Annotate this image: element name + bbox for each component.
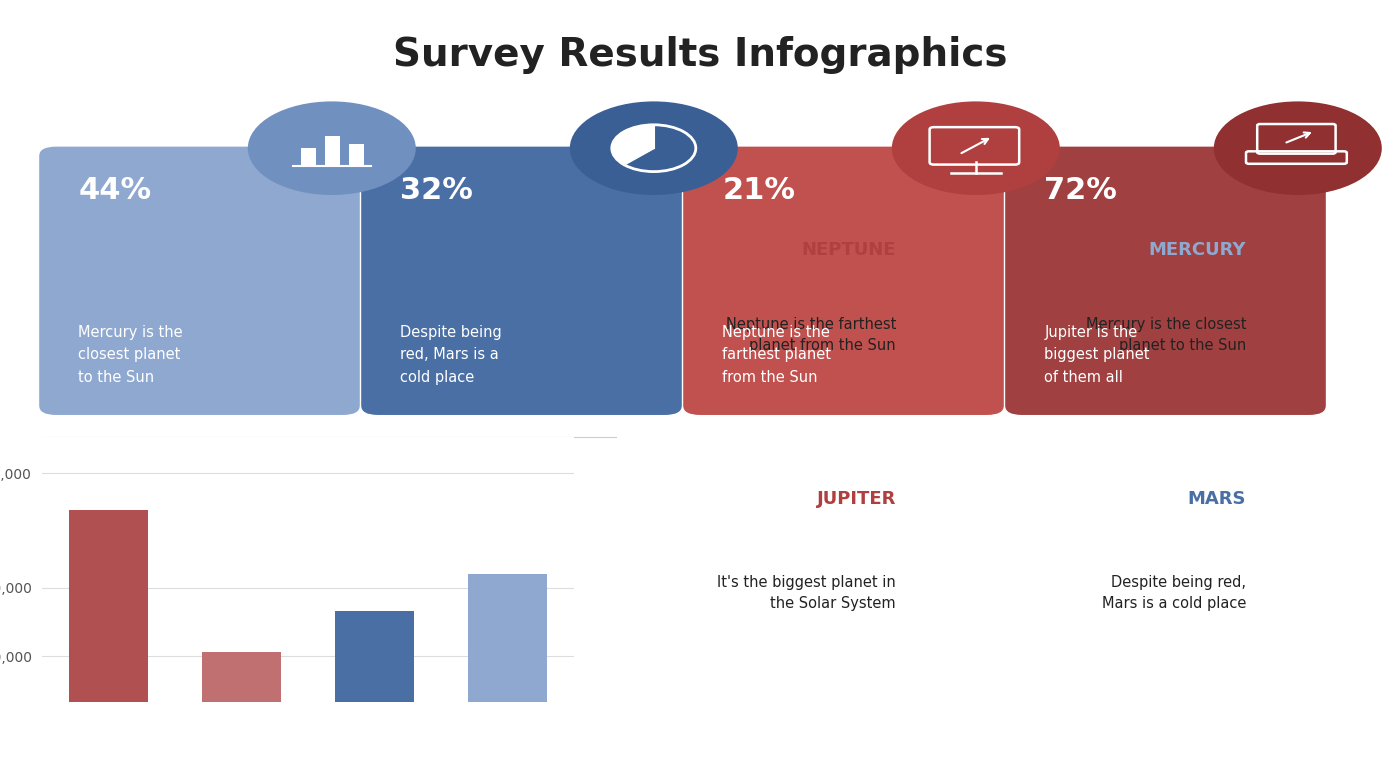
Text: Despite being red,
Mars is a cold place: Despite being red, Mars is a cold place: [1102, 575, 1246, 611]
Text: Survey Results Infographics: Survey Results Infographics: [393, 36, 1007, 73]
FancyBboxPatch shape: [301, 148, 316, 165]
Circle shape: [892, 101, 1060, 195]
FancyBboxPatch shape: [1005, 147, 1326, 415]
Text: 32%: 32%: [400, 176, 473, 205]
FancyBboxPatch shape: [39, 147, 360, 415]
Text: MARS: MARS: [1187, 490, 1246, 509]
Bar: [468, 574, 547, 702]
Text: Mercury is the closest
planet to the Sun: Mercury is the closest planet to the Sun: [1085, 317, 1246, 353]
Bar: [202, 652, 281, 702]
Circle shape: [1214, 101, 1382, 195]
FancyBboxPatch shape: [349, 144, 364, 165]
FancyBboxPatch shape: [325, 136, 340, 165]
Wedge shape: [612, 125, 654, 165]
Text: MERCURY: MERCURY: [1148, 240, 1246, 259]
Circle shape: [248, 101, 416, 195]
FancyBboxPatch shape: [683, 147, 1004, 415]
Text: NEPTUNE: NEPTUNE: [801, 240, 896, 259]
Text: JUPITER: JUPITER: [816, 490, 896, 509]
Text: Neptune is the farthest
planet from the Sun: Neptune is the farthest planet from the …: [725, 317, 896, 353]
Text: Mercury is the
closest planet
to the Sun: Mercury is the closest planet to the Sun: [78, 325, 183, 385]
Circle shape: [570, 101, 738, 195]
Text: 44%: 44%: [78, 176, 151, 205]
Bar: [335, 611, 414, 702]
Text: It's the biggest planet in
the Solar System: It's the biggest planet in the Solar Sys…: [717, 575, 896, 611]
Text: 21%: 21%: [722, 176, 795, 205]
Text: Jupiter is the
biggest planet
of them all: Jupiter is the biggest planet of them al…: [1044, 325, 1149, 385]
Text: 72%: 72%: [1044, 176, 1117, 205]
Bar: [69, 510, 148, 702]
Text: Neptune is the
farthest planet
from the Sun: Neptune is the farthest planet from the …: [722, 325, 832, 385]
Text: Despite being
red, Mars is a
cold place: Despite being red, Mars is a cold place: [400, 325, 503, 385]
FancyBboxPatch shape: [361, 147, 682, 415]
